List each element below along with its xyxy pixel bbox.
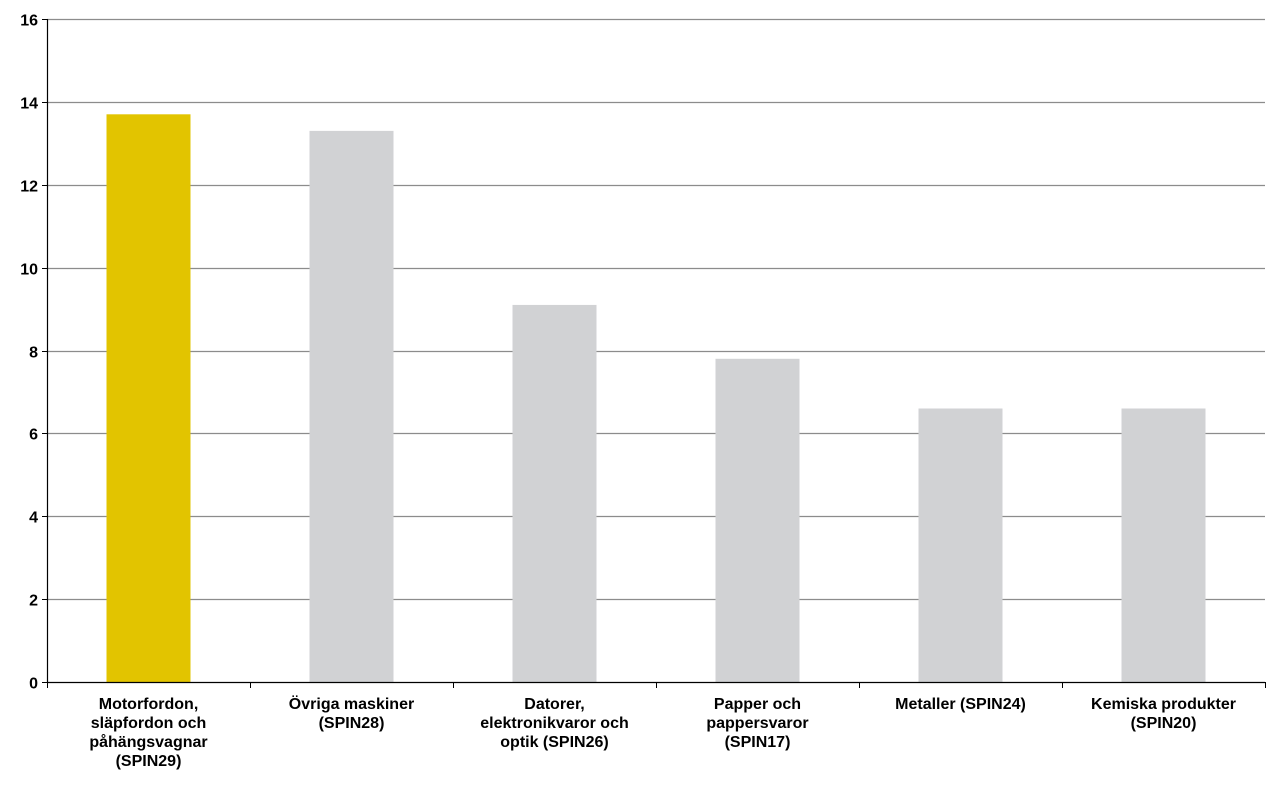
x-tick-label-line: elektronikvaror och (480, 715, 629, 732)
x-tick-label-line: Metaller (SPIN24) (895, 696, 1026, 713)
y-tick-label: 6 (29, 427, 38, 444)
y-tick-label: 14 (20, 96, 38, 113)
bar-4 (715, 358, 800, 682)
x-tick-label-line: Övriga maskiner (289, 694, 414, 713)
y-tick-label: 12 (20, 179, 38, 196)
y-tick-label: 4 (29, 510, 38, 527)
x-tick-labels: Motorfordon, släpfordon och påhängsvagnar (… (89, 694, 1236, 770)
y-tick-label: 2 (29, 593, 38, 610)
bar-6 (1121, 408, 1206, 682)
x-tick-label-line: Papper och (714, 696, 801, 713)
bar-3 (512, 304, 597, 682)
x-tick-label-line: Datorer, (524, 696, 584, 713)
x-tick-label-line: (SPIN17) (725, 734, 791, 751)
bar-1 (106, 114, 191, 682)
x-tick-label-line: Motorfordon, (99, 696, 199, 713)
x-tick-label: Kemiska produkter (SPIN20) (1091, 696, 1236, 732)
x-tick-label-line: (SPIN29) (116, 753, 182, 770)
x-tick-label-line: släpfordon och (91, 715, 207, 732)
x-tick-label-line: (SPIN28) (319, 715, 385, 732)
y-tick-label: 0 (29, 676, 38, 693)
y-tick-label: 8 (29, 345, 38, 362)
x-tick-label-line: Kemiska produkter (1091, 696, 1236, 713)
x-tick-label-line: påhängsvagnar (89, 733, 207, 751)
axes (42, 19, 1266, 688)
x-tick-label: Datorer, elektronikvaror och optik (SPIN26… (480, 696, 629, 751)
bar-5 (918, 408, 1003, 682)
x-tick-label-line: pappersvaror (706, 715, 808, 732)
x-tick-label: Metaller (SPIN24) (895, 696, 1026, 713)
y-tick-label: 10 (20, 262, 38, 279)
x-tick-label-line: optik (SPIN26) (500, 734, 608, 751)
y-tick-label: 16 (20, 13, 38, 30)
x-tick-label: Övriga maskiner (SPIN28) (289, 694, 414, 732)
x-tick-label: Motorfordon, släpfordon och påhängsvagnar (… (89, 696, 207, 770)
bars (106, 114, 1206, 683)
gridlines (47, 18, 1265, 601)
x-tick-label: Papper och pappersvaror (SPIN17) (706, 696, 808, 751)
bar-2 (309, 130, 394, 683)
x-tick-label-line: (SPIN20) (1131, 715, 1197, 732)
y-tick-labels: 0 2 4 6 8 10 12 14 16 (20, 13, 38, 693)
